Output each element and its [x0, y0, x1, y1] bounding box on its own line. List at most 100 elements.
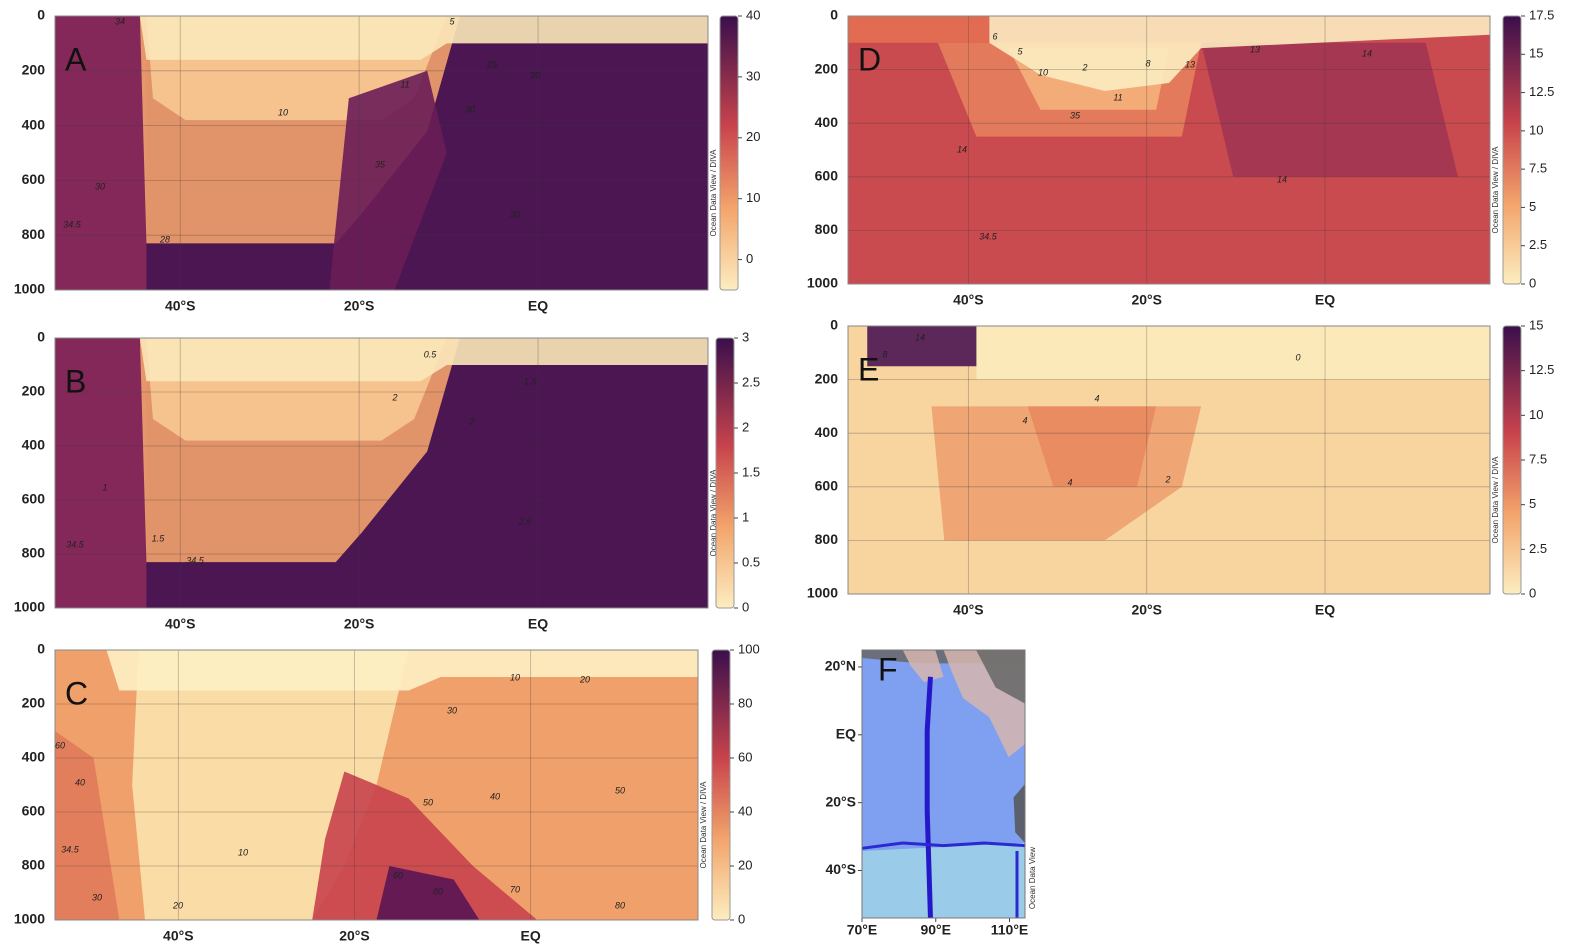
contour-label: 50 — [615, 785, 625, 795]
x-tick-label: 40°S — [953, 292, 984, 308]
contour-label: 34.5 — [186, 555, 205, 565]
contour-label: 80 — [433, 886, 443, 896]
colorbar — [1502, 325, 1522, 595]
field-region — [106, 650, 698, 691]
colorbar — [719, 15, 739, 291]
y-tick-label: 0 — [37, 641, 45, 657]
y-tick-label: 400 — [815, 114, 839, 130]
y-tick-label: 600 — [22, 491, 46, 507]
contour-label: 30 — [447, 705, 457, 715]
contour-label: 30 — [92, 892, 102, 902]
y-tick-label: 800 — [22, 857, 46, 873]
land — [976, 650, 1025, 704]
contour-label: 6 — [992, 31, 997, 41]
field-region — [55, 338, 147, 608]
field-region — [139, 338, 708, 382]
colorbar-tick-label: 0 — [742, 599, 749, 614]
contour-label: 34.5 — [63, 219, 82, 229]
x-tick-label: 40°S — [165, 616, 196, 632]
contour-label: 2 — [391, 392, 397, 402]
y-tick-label: 600 — [815, 168, 839, 184]
panel-label: B — [65, 363, 86, 399]
colorbar-tick-label: 40 — [738, 803, 752, 818]
track — [924, 676, 933, 919]
contour-label: 80 — [615, 900, 625, 910]
colorbar-tick-label: 7.5 — [1529, 161, 1547, 176]
y-tick-label: 800 — [815, 531, 839, 547]
x-tick-label: EQ — [528, 616, 548, 632]
colorbar-tick-label: 2.5 — [1529, 237, 1547, 252]
field-region — [55, 16, 147, 290]
colorbar-tick-label: 2 — [742, 419, 749, 434]
plot-frame — [54, 337, 709, 609]
contour-label: 10 — [1038, 67, 1048, 77]
credit: Ocean Data View / DIVA — [709, 149, 718, 237]
colorbar-tick-label: 17.5 — [1529, 7, 1554, 22]
land — [1013, 784, 1025, 843]
y-tick-label: 400 — [22, 749, 46, 765]
plot-frame — [54, 649, 699, 921]
colorbar-tick-label: 1 — [742, 509, 749, 524]
x-tick-label: EQ — [1315, 602, 1335, 618]
land — [862, 842, 1025, 918]
field-region — [329, 70, 447, 290]
colorbar-tick-label: 12.5 — [1529, 84, 1554, 99]
colorbar — [711, 649, 731, 921]
x-tick-label: 20°S — [344, 616, 375, 632]
panel-label: E — [858, 351, 879, 387]
x-tick-label: EQ — [1315, 292, 1335, 308]
x-tick-label: 40°S — [165, 298, 196, 314]
plot-frame — [847, 325, 1491, 595]
x-tick-label: 40°S — [163, 928, 194, 944]
y-tick-label: 40°S — [825, 861, 856, 877]
y-tick-label: 0 — [830, 317, 838, 333]
contour-label: 14 — [915, 332, 925, 342]
contour-label: 13 — [1185, 59, 1195, 69]
contour-label: 70 — [510, 884, 520, 894]
colorbar-tick-label: 2.5 — [1529, 541, 1547, 556]
contour-label: 10 — [510, 672, 520, 682]
contour-label: 11 — [1113, 92, 1122, 102]
y-tick-label: 1000 — [14, 911, 45, 927]
contour-label: 1.5 — [524, 376, 538, 386]
colorbar-tick-label: 60 — [738, 749, 752, 764]
field-region — [867, 326, 977, 367]
field-region — [139, 16, 708, 60]
contour-label: 60 — [55, 740, 65, 750]
contour-label: 34.5 — [66, 539, 85, 549]
contour-label: 40 — [490, 791, 500, 801]
colorbar-tick-label: 0 — [738, 911, 745, 926]
contour-label: 30 — [465, 104, 475, 114]
y-tick-label: 0 — [37, 329, 45, 345]
credit: Ocean Data View / DIVA — [1491, 456, 1500, 544]
contour-label: 34.5 — [979, 231, 998, 241]
contour-label: 11 — [400, 79, 409, 89]
colorbar-tick-label: 5 — [1529, 199, 1536, 214]
contour-label: 5 — [449, 16, 455, 26]
x-tick-label: EQ — [528, 298, 548, 314]
plot-frame — [847, 15, 1491, 285]
colorbar-tick-label: 10 — [1529, 407, 1543, 422]
x-tick-label: 70°E — [847, 922, 878, 938]
colorbar-tick-label: 0.5 — [742, 554, 760, 569]
colorbar-tick-label: 0 — [1529, 585, 1536, 600]
contour-label: 2.5 — [518, 516, 533, 526]
contour-label: 60 — [393, 870, 403, 880]
y-tick-label: 800 — [22, 545, 46, 561]
contour-label: 10 — [238, 847, 248, 857]
y-tick-label: 0 — [37, 7, 45, 23]
y-tick-label: 600 — [22, 171, 46, 187]
contour-label: 14 — [957, 144, 967, 154]
x-tick-label: 20°S — [339, 928, 370, 944]
contour-label: 35 — [1070, 110, 1081, 120]
contour-label: 30 — [510, 209, 520, 219]
x-tick-label: 90°E — [920, 922, 951, 938]
colorbar-tick-label: 12.5 — [1529, 362, 1554, 377]
x-tick-label: EQ — [521, 928, 541, 944]
land — [902, 650, 944, 683]
x-tick-label: 20°S — [1131, 292, 1162, 308]
y-tick-label: 200 — [22, 383, 46, 399]
field-region — [976, 326, 1490, 380]
contour-label: 34 — [115, 16, 125, 26]
panel-label: A — [65, 41, 87, 77]
